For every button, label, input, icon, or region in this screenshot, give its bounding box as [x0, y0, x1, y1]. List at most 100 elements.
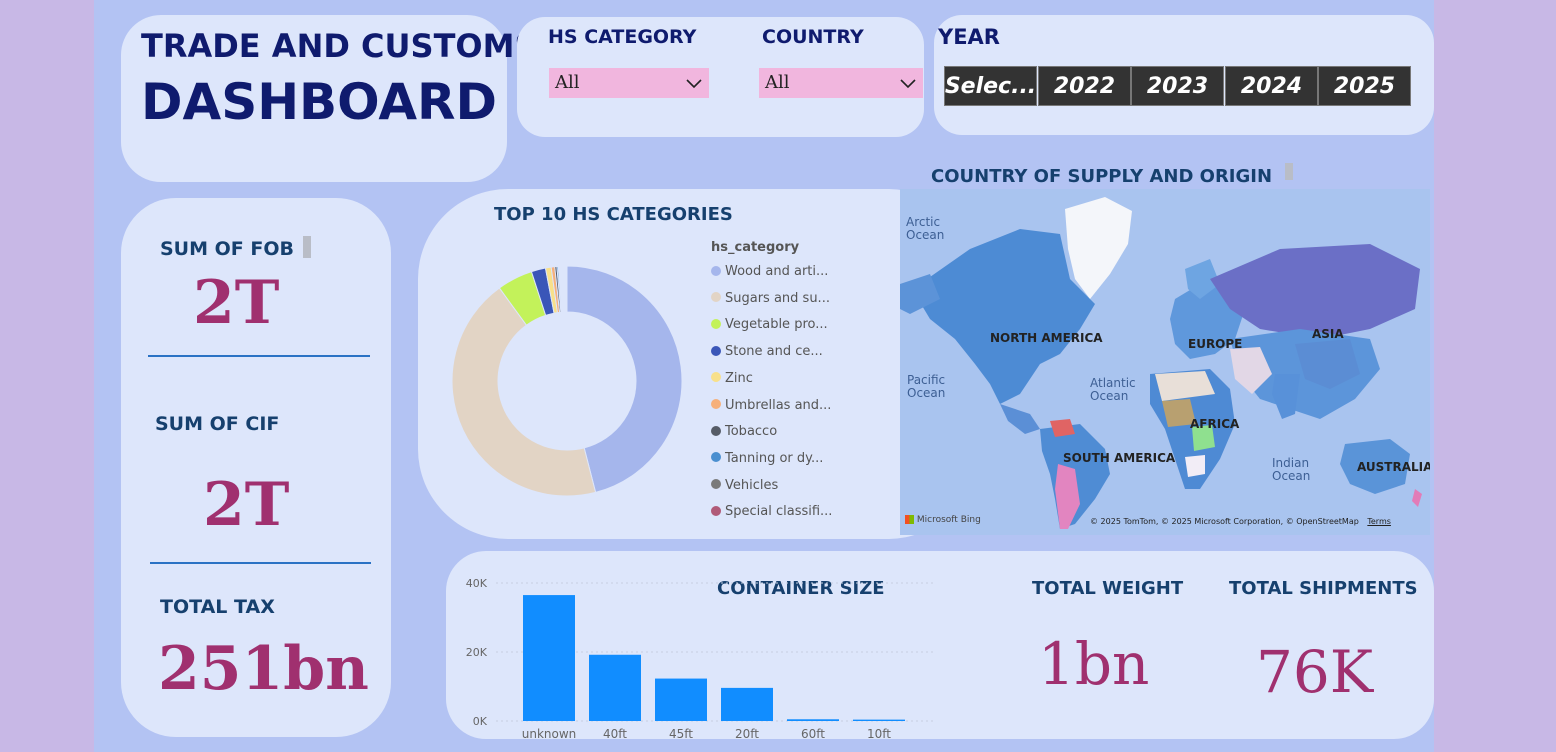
year-option-2024[interactable]: 2024 — [1225, 66, 1318, 106]
shipments-label: TOTAL SHIPMENTS — [1229, 578, 1418, 599]
scroll-handle[interactable] — [303, 236, 311, 258]
alaska-shape — [900, 274, 940, 314]
bar-45ft[interactable] — [655, 678, 707, 721]
y-tick-label: 40K — [466, 577, 488, 590]
greenland-shape — [1065, 197, 1132, 299]
shipments-value: 76K — [1256, 638, 1374, 706]
legend-item-label: Wood and arti... — [725, 264, 829, 279]
map-attribution: © 2025 TomTom, © 2025 Microsoft Corporat… — [1090, 517, 1391, 526]
chevron-down-icon — [900, 79, 916, 89]
country-dropdown[interactable]: All — [759, 68, 923, 98]
legend-item[interactable]: Stone and ce... — [711, 344, 823, 359]
title-card: TRADE AND CUSTOMS DASHBOARD — [121, 15, 537, 182]
year-option-2025[interactable]: 2025 — [1318, 66, 1411, 106]
hs-category-dropdown-value: All — [555, 72, 580, 93]
legend-item-label: Sugars and su... — [725, 290, 830, 306]
map-title: COUNTRY OF SUPPLY AND ORIGIN — [931, 166, 1273, 187]
x-tick-label: 10ft — [867, 727, 891, 741]
legend-dot-icon — [711, 292, 721, 303]
container-size-chart: 0K 20K 40K unknown 40ft 45ft 20ft 60ft 10ft — [466, 577, 934, 741]
australia-shape — [1340, 439, 1410, 494]
legend-item-label: Tobacco — [725, 424, 778, 440]
year-option-select[interactable]: Selec... — [944, 66, 1037, 106]
ocean-label-pacific: Pacific Ocean — [907, 373, 946, 400]
map-attribution-text: © 2025 TomTom, © 2025 Microsoft Corporat… — [1090, 517, 1359, 526]
legend-item-label: Special classifi... — [725, 504, 833, 520]
donut-slice[interactable] — [558, 265, 564, 313]
donut-title: TOP 10 HS CATEGORIES — [494, 204, 733, 225]
world-map-shapes — [900, 197, 1422, 529]
scandinavia-shape — [1185, 259, 1220, 299]
legend-item-label: Stone and ce... — [725, 344, 823, 360]
legend-item-label: Vehicles — [725, 477, 779, 493]
x-tick-label: 40ft — [603, 727, 627, 741]
bar-20ft[interactable] — [721, 687, 773, 721]
country-dropdown-value: All — [765, 72, 790, 93]
west-africa-shape — [1162, 399, 1196, 427]
central-africa-shape — [1192, 425, 1215, 451]
new-zealand-shape — [1412, 489, 1422, 507]
year-option-2022[interactable]: 2022 — [1038, 66, 1131, 106]
bar-10ft[interactable] — [853, 719, 905, 721]
y-tick-label: 20K — [466, 646, 488, 659]
donut-slice[interactable] — [566, 265, 683, 493]
region-label-south-america: SOUTH AMERICA — [1063, 451, 1176, 465]
chevron-down-icon — [686, 79, 702, 89]
legend-dot-icon — [711, 479, 721, 490]
bar-60ft[interactable] — [787, 719, 839, 721]
kpi-card — [121, 198, 391, 737]
legend-dot-icon — [711, 505, 721, 516]
region-label-europe: EUROPE — [1188, 337, 1243, 351]
x-tick-label: unknown — [522, 727, 577, 741]
southern-africa-shape — [1185, 455, 1205, 477]
ocean-label-arctic: Arctic Ocean — [906, 215, 945, 242]
fob-label: SUM OF FOB — [160, 238, 294, 260]
legend-item[interactable]: Umbrellas and... — [711, 398, 831, 413]
map-provider-name: Microsoft Bing — [916, 515, 981, 525]
legend-title: hs_category — [711, 240, 800, 255]
weight-value: 1bn — [1038, 630, 1150, 698]
legend-item-label: Vegetable pro... — [725, 317, 828, 333]
north-africa-shape — [1155, 371, 1215, 401]
donut-slice[interactable] — [451, 287, 597, 497]
kpi-divider — [150, 562, 371, 564]
donut-legend: hs_category Wood and arti... Sugars and s… — [711, 240, 896, 530]
cif-value: 2T — [203, 470, 290, 540]
legend-dot-icon — [711, 452, 721, 463]
legend-dot-icon — [711, 372, 721, 383]
legend-item[interactable]: Vehicles — [711, 478, 778, 493]
hs-category-dropdown[interactable]: All — [549, 68, 709, 98]
dashboard-title-line1: TRADE AND CUSTOMS — [141, 27, 538, 65]
china-shape — [1295, 339, 1360, 389]
legend-dot-icon — [711, 425, 721, 436]
legend-item[interactable]: Wood and arti... — [711, 264, 828, 279]
legend-dot-icon — [711, 345, 721, 356]
central-america-shape — [1000, 404, 1040, 434]
russia-shape — [1210, 244, 1420, 339]
region-label-africa: AFRICA — [1190, 417, 1240, 431]
donut-chart — [451, 265, 683, 497]
x-tick-label: 20ft — [735, 727, 759, 741]
region-label-north-america: NORTH AMERICA — [990, 331, 1103, 345]
kpi-divider — [148, 355, 370, 357]
legend-item[interactable]: Vegetable pro... — [711, 317, 828, 332]
country-filter-label: COUNTRY — [762, 26, 864, 48]
legend-item[interactable]: Tobacco — [711, 424, 777, 439]
bar-40ft[interactable] — [589, 654, 641, 721]
scroll-handle[interactable] — [1285, 163, 1293, 180]
x-tick-label: 60ft — [801, 727, 825, 741]
legend-item[interactable]: Zinc — [711, 371, 753, 386]
bar-unknown[interactable] — [523, 595, 575, 721]
argentina-shape — [1055, 464, 1080, 529]
legend-item[interactable]: Special classifi... — [711, 504, 832, 519]
year-option-2023[interactable]: 2023 — [1131, 66, 1224, 106]
legend-item-label: Zinc — [725, 370, 753, 386]
world-map[interactable]: NORTH AMERICA EUROPE ASIA AFRICA SOUTH A… — [900, 189, 1430, 535]
map-terms-link[interactable]: Terms — [1367, 517, 1391, 526]
legend-item[interactable]: Sugars and su... — [711, 291, 830, 306]
legend-item[interactable]: Tanning or dy... — [711, 451, 823, 466]
india-shape — [1272, 374, 1300, 419]
tax-label: TOTAL TAX — [160, 596, 275, 618]
filter-card: HS CATEGORY All COUNTRY All — [517, 17, 924, 137]
middle-east-shape — [1230, 347, 1272, 394]
